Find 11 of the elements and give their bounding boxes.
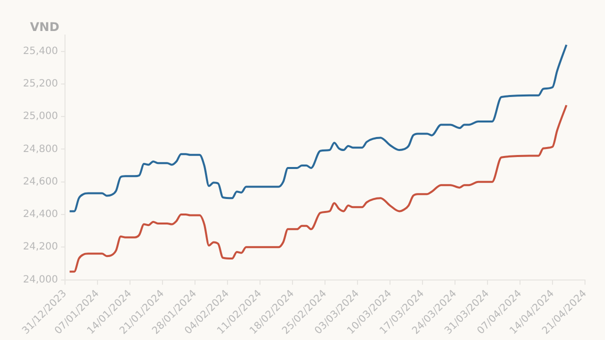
y-tick-label: 25,000 bbox=[22, 111, 58, 122]
line-series bbox=[68, 44, 568, 212]
y-tick-label: 25,200 bbox=[22, 78, 58, 90]
y-tick-label: 24,800 bbox=[22, 144, 58, 155]
y-axis-title: VND bbox=[30, 20, 60, 34]
line-series bbox=[68, 104, 568, 273]
y-tick-label: 24,400 bbox=[22, 209, 58, 220]
y-tick-label: 24,200 bbox=[22, 242, 58, 253]
y-tick-label: 25,400 bbox=[22, 46, 58, 57]
y-tick-label: 24,000 bbox=[22, 274, 58, 286]
y-tick-label: 24,600 bbox=[22, 176, 58, 188]
